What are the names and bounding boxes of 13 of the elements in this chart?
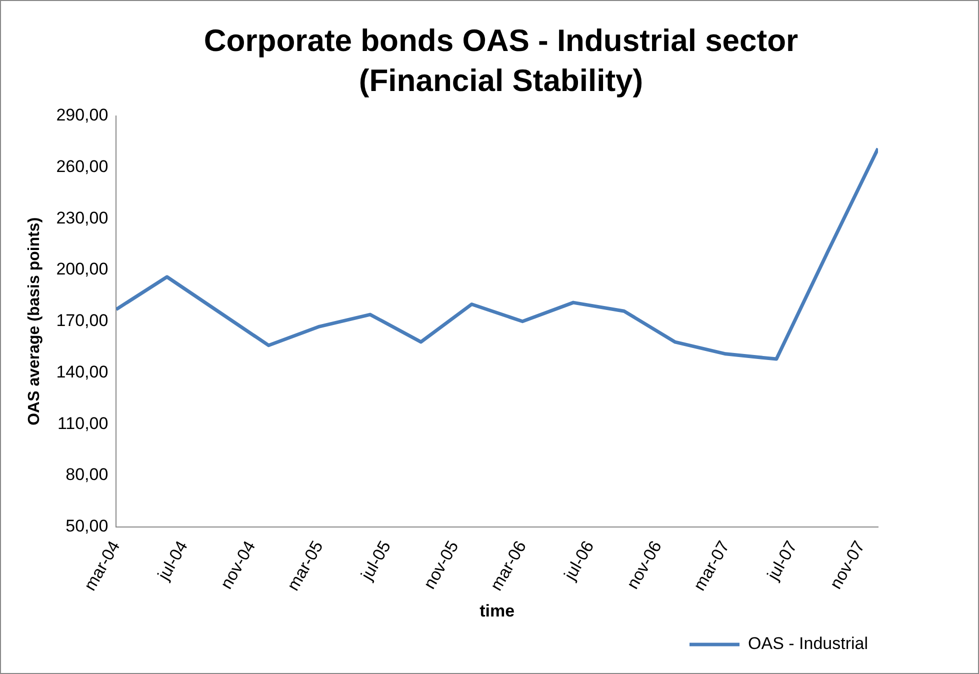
x-axis-title: time — [480, 601, 515, 620]
legend-label: OAS - Industrial — [748, 634, 868, 654]
y-tick-label: 260,00 — [56, 157, 108, 176]
y-tick-label: 200,00 — [56, 260, 108, 279]
y-tick-label: 290,00 — [56, 106, 108, 125]
y-axis-title: OAS average (basis points) — [26, 217, 44, 426]
y-tick-label: 170,00 — [56, 311, 108, 330]
y-tick-label: 230,00 — [56, 208, 108, 228]
y-tick-label: 110,00 — [57, 414, 108, 433]
y-tick-label: 50,00 — [66, 516, 108, 536]
y-tick-label: 140,00 — [56, 362, 108, 382]
y-tick-label: 80,00 — [66, 465, 108, 484]
chart-title: Corporate bonds OAS - Industrial sector (Financial Stability) — [202, 22, 800, 100]
